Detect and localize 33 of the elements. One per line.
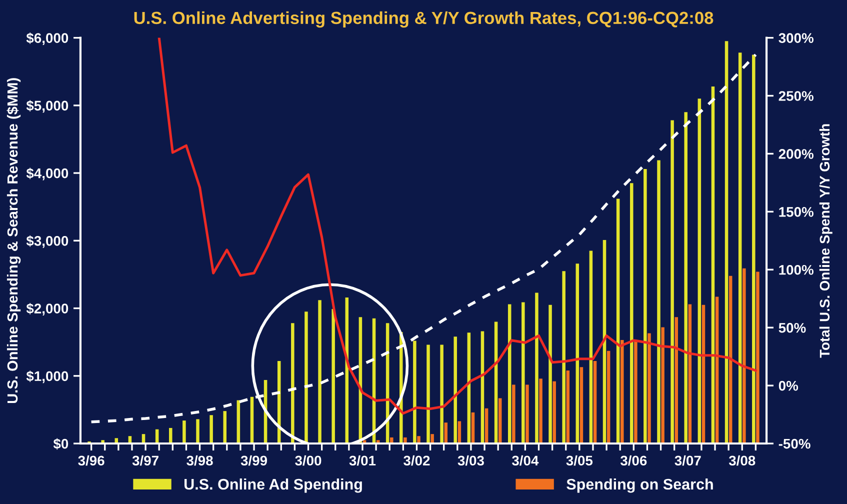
chart-title: U.S. Online Advertising Spending & Y/Y Growth Rates, CQ1:96-CQ2:08	[134, 11, 714, 28]
y-tick-label: $6,000	[26, 32, 68, 45]
x-tick-label: 3/05	[566, 455, 593, 466]
x-tick-label: 3/04	[512, 455, 539, 466]
x-tick-label: 3/98	[186, 455, 213, 466]
y-tick-label: $5,000	[26, 100, 68, 113]
y2-tick-label: 300%	[778, 33, 814, 43]
x-tick-label: 3/00	[295, 455, 322, 466]
y-tick-label: $4,000	[26, 168, 68, 180]
x-tick-label: 3/96	[78, 455, 104, 466]
x-tick-label: 3/07	[674, 455, 701, 466]
legend-label: U.S. Online Ad Spending	[184, 478, 362, 493]
x-tick-label: 3/01	[349, 455, 376, 466]
x-tick-label: 3/03	[458, 455, 484, 466]
y-axis-title: U.S. Online Spending & Search Revenue ($MM)	[6, 78, 21, 404]
y2-tick-label: 200%	[778, 149, 814, 159]
y-tick-label: $2,000	[26, 303, 68, 316]
y2-tick-label: 50%	[778, 322, 806, 333]
x-tick-label: 3/08	[728, 455, 756, 466]
x-tick-label: 3/97	[132, 455, 158, 466]
y2-tick-label: 250%	[778, 91, 814, 101]
y2-tick-label: -50%	[778, 438, 810, 449]
x-tick-label: 3/99	[240, 455, 268, 466]
y2-tick-label: 100%	[779, 264, 814, 275]
y2-tick-label: 150%	[779, 207, 814, 217]
y-tick-label: $3,000	[26, 235, 68, 248]
y2-tick-label: 0%	[778, 380, 798, 391]
y2-axis-title: Total U.S. Online Spend Y/Y Growth	[819, 124, 832, 358]
y-tick-label: $1,000	[26, 370, 68, 384]
x-tick-label: 3/06	[620, 455, 647, 466]
y-tick-label: $0	[53, 438, 68, 450]
x-tick-label: 3/02	[404, 455, 430, 466]
legend-label: Spending on Search	[566, 478, 713, 493]
